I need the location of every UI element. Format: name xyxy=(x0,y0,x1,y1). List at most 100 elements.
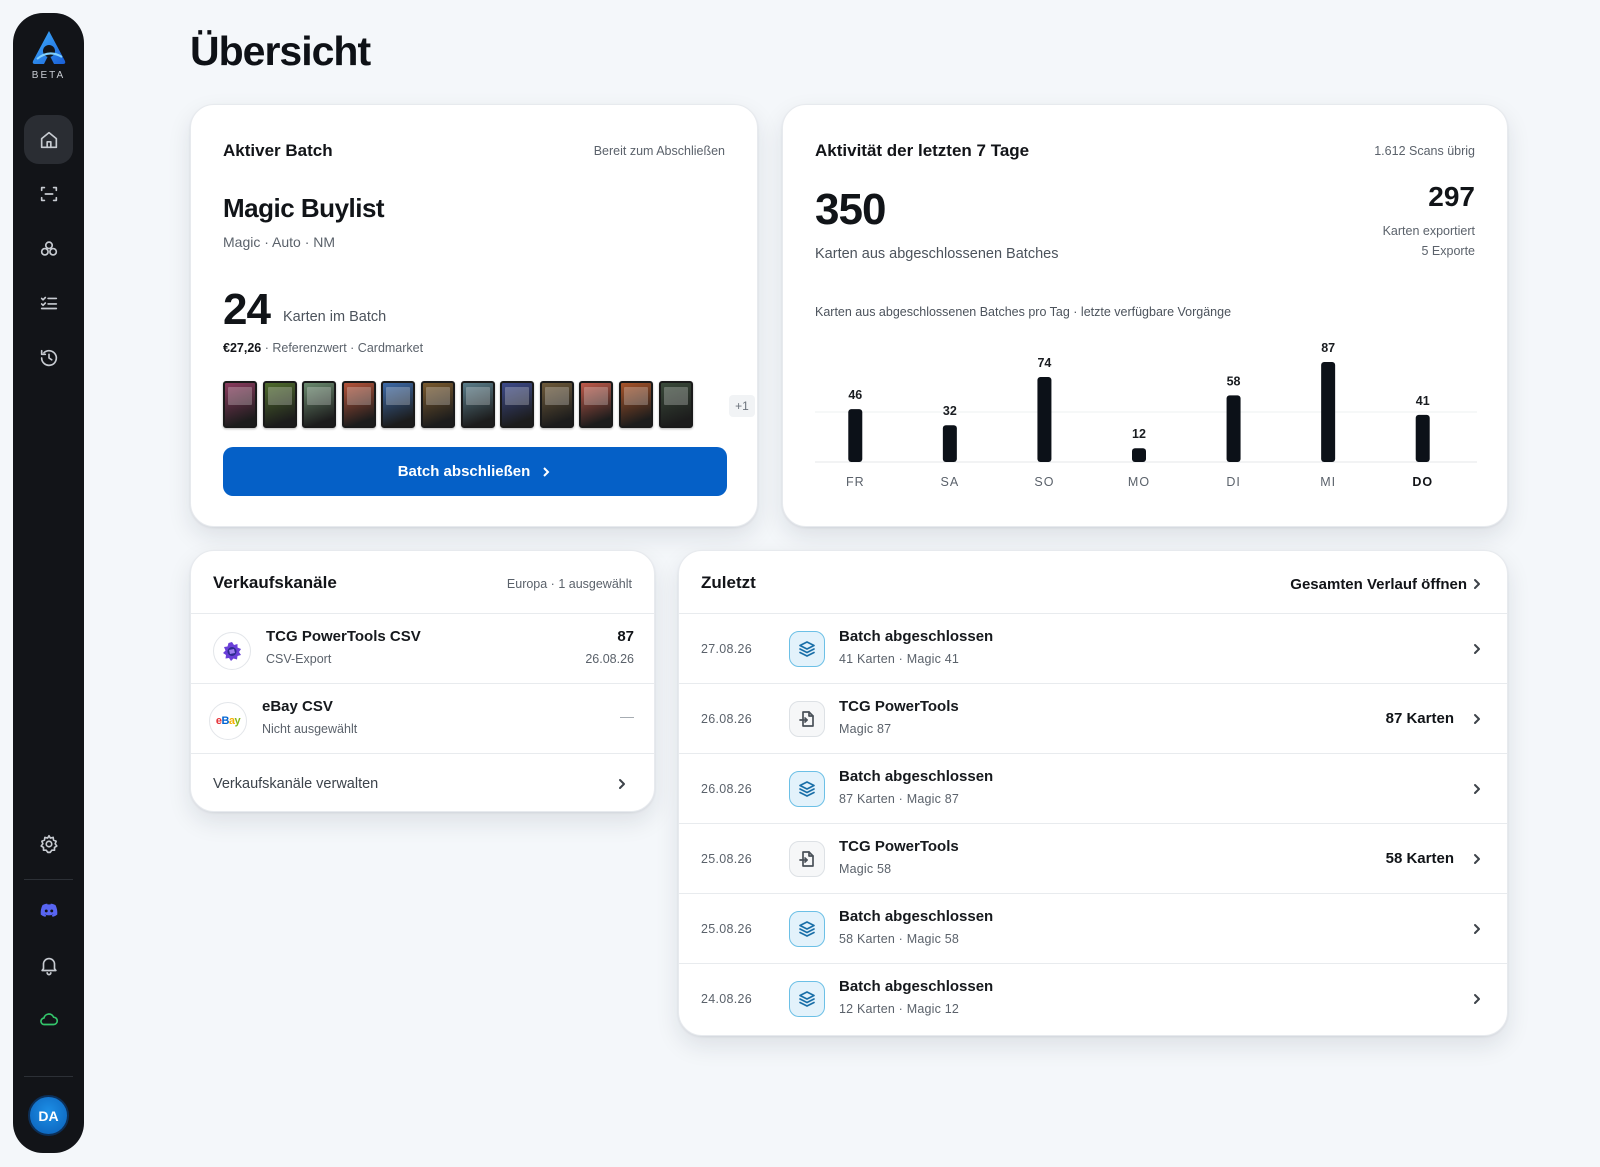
channels-meta: Europa · 1 ausgewählt xyxy=(506,577,632,591)
recent-title: Zuletzt xyxy=(701,573,756,592)
card-thumbnail[interactable] xyxy=(619,381,653,428)
card-thumbnail[interactable] xyxy=(421,381,455,428)
sidebar-item-scan[interactable] xyxy=(24,169,73,218)
card-thumbnail[interactable] xyxy=(539,381,574,428)
sidebar-item-discord[interactable] xyxy=(24,885,73,934)
active-batch-card: Aktiver Batch Bereit zum Abschließen Mag… xyxy=(190,104,758,527)
recent-date: 25.08.26 xyxy=(701,852,753,866)
layers-icon xyxy=(789,981,825,1017)
chart-value-label: 58 xyxy=(1227,374,1241,388)
activity-title: Aktivität der letzten 7 Tage xyxy=(815,141,1030,160)
recent-title: Batch abgeschlossen xyxy=(839,978,994,995)
tcg-powertools-icon xyxy=(213,632,251,670)
card-thumbnail[interactable] xyxy=(223,381,257,428)
chevron-right-icon xyxy=(1474,644,1480,654)
card-thumbnail[interactable] xyxy=(262,381,297,428)
finish-batch-label: Batch abschließen xyxy=(397,463,531,480)
recent-row[interactable]: 24.08.26 Batch abgeschlossen 12 Karten · M… xyxy=(679,963,1507,1033)
batch-name: Magic Buylist xyxy=(223,193,385,223)
open-full-history-link[interactable]: Gesamten Verlauf öffnen xyxy=(1290,576,1467,593)
sidebar-divider xyxy=(24,1076,73,1077)
app-logo[interactable]: BETA xyxy=(13,29,84,81)
scans-left: 1.612 Scans übrig xyxy=(1374,144,1475,158)
sidebar-item-tasks[interactable] xyxy=(24,278,73,327)
recent-title: Batch abgeschlossen xyxy=(839,908,994,925)
sales-channels-card: Verkaufskanäle Europa · 1 ausgewählt TCG… xyxy=(190,550,655,812)
more-thumbnails-badge[interactable]: +1 xyxy=(729,395,755,417)
card-thumbnail[interactable] xyxy=(381,381,416,428)
channel-sub: CSV-Export xyxy=(266,652,332,666)
batch-card-count: 24 xyxy=(223,285,271,334)
sidebar: BETA DA xyxy=(13,13,84,1153)
card-thumbnail[interactable] xyxy=(658,381,693,428)
sidebar-item-settings[interactable] xyxy=(24,819,73,868)
layers-icon xyxy=(799,781,815,797)
chart-bar-di[interactable] xyxy=(1226,395,1241,462)
chart-bar-do[interactable] xyxy=(1415,414,1430,462)
recent-row[interactable]: 25.08.26 TCG PowerTools Magic 58 58 Karten xyxy=(679,823,1507,893)
card-thumbnail[interactable] xyxy=(500,381,535,428)
chart-title: Karten aus abgeschlossenen Batches pro T… xyxy=(815,305,1232,319)
manage-channels-label: Verkaufskanäle verwalten xyxy=(213,776,379,792)
chart-tick-label: MI xyxy=(1320,475,1336,489)
chart-value-label: 12 xyxy=(1132,427,1146,441)
chart-bar-mo[interactable] xyxy=(1132,448,1146,462)
chevron-right-icon[interactable] xyxy=(1471,578,1483,590)
sidebar-item-sync[interactable] xyxy=(24,994,73,1043)
manage-channels-link[interactable]: Verkaufskanäle verwalten xyxy=(191,753,654,811)
recent-sub: 41 Karten · Magic 41 xyxy=(839,652,960,666)
completed-cards-label: Karten aus abgeschlossenen Batches xyxy=(815,246,1059,262)
recent-row[interactable]: 27.08.26 Batch abgeschlossen 41 Karten · M… xyxy=(679,613,1507,683)
chart-tick-label: SO xyxy=(1034,475,1054,489)
cloud-icon xyxy=(39,1012,58,1025)
chevron-right-icon xyxy=(1474,854,1480,864)
card-thumbnail[interactable] xyxy=(579,381,614,428)
card-thumbnail[interactable] xyxy=(460,381,495,428)
recent-date: 27.08.26 xyxy=(701,642,753,656)
recent-row[interactable]: 25.08.26 Batch abgeschlossen 58 Karten · M… xyxy=(679,893,1507,963)
chevron-right-icon xyxy=(1474,714,1480,724)
layers-icon xyxy=(799,991,815,1007)
active-batch-title: Aktiver Batch xyxy=(223,141,333,160)
chart-bar-sa[interactable] xyxy=(942,425,957,462)
chart-tick-label: DI xyxy=(1226,475,1241,489)
activity-card: Aktivität der letzten 7 Tage 1.612 Scans… xyxy=(782,104,1508,527)
gear-icon xyxy=(39,834,58,853)
avatar[interactable]: DA xyxy=(28,1095,69,1136)
chart-value-label: 41 xyxy=(1416,394,1430,408)
recent-title: TCG PowerTools xyxy=(839,838,959,855)
recent-title: Batch abgeschlossen xyxy=(839,628,994,645)
history-icon xyxy=(40,349,57,366)
batch-value-amount: €27,26 xyxy=(223,341,262,355)
home-icon xyxy=(40,131,57,148)
channel-name: TCG PowerTools CSV xyxy=(266,628,421,645)
channel-sub: Nicht ausgewählt xyxy=(262,722,358,736)
chart-value-label: 87 xyxy=(1321,341,1335,355)
card-thumbnail[interactable] xyxy=(341,381,376,428)
sidebar-item-notifications[interactable] xyxy=(24,940,73,989)
layers-icon xyxy=(789,911,825,947)
chevron-right-icon xyxy=(619,779,625,789)
layers-icon xyxy=(799,641,815,657)
sidebar-item-home[interactable] xyxy=(24,115,73,164)
page-title: Übersicht xyxy=(190,28,371,74)
recent-row[interactable]: 26.08.26 TCG PowerTools Magic 87 87 Karten xyxy=(679,683,1507,753)
chart-tick-label: FR xyxy=(846,475,865,489)
chart-bar-fr[interactable] xyxy=(848,409,863,462)
chart-tick-label: DO xyxy=(1412,475,1433,489)
channel-row-ebay[interactable]: eBay eBay CSV Nicht ausgewählt — xyxy=(191,683,654,753)
sidebar-item-collection[interactable] xyxy=(24,224,73,273)
export-file-icon xyxy=(789,701,825,737)
sidebar-item-history[interactable] xyxy=(24,333,73,382)
chart-bar-so[interactable] xyxy=(1037,376,1052,462)
layers-icon xyxy=(789,771,825,807)
channel-row-tcg[interactable]: TCG PowerTools CSV CSV-Export 87 26.08.2… xyxy=(191,613,654,683)
chevron-right-icon xyxy=(1474,784,1480,794)
chart-bar-mi[interactable] xyxy=(1321,362,1336,462)
beta-label: BETA xyxy=(31,70,66,81)
recent-row[interactable]: 26.08.26 Batch abgeschlossen 87 Karten · M… xyxy=(679,753,1507,823)
finish-batch-button[interactable]: Batch abschließen xyxy=(223,447,727,496)
recent-title: Batch abgeschlossen xyxy=(839,768,994,785)
layers-icon xyxy=(789,631,825,667)
card-thumbnail[interactable] xyxy=(302,381,337,428)
